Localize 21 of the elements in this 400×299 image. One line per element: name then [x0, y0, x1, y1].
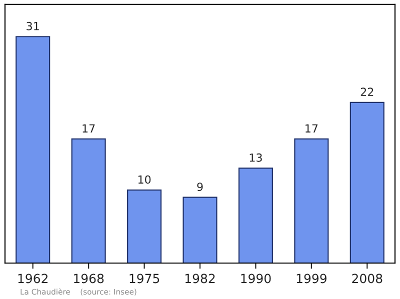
x-tick-label: 1982 — [185, 274, 215, 284]
x-tick-label: 1968 — [74, 274, 104, 284]
x-tick-label: 1999 — [296, 274, 326, 284]
data-label: 13 — [250, 153, 262, 162]
bar — [16, 36, 50, 264]
bar — [127, 190, 162, 264]
bar — [294, 138, 329, 264]
x-tick-label: 1975 — [130, 274, 160, 284]
bar — [182, 196, 218, 264]
data-label: 17 — [82, 124, 95, 132]
bar — [71, 138, 106, 264]
data-label: 10 — [138, 175, 151, 184]
bar — [238, 168, 273, 264]
x-tick-label: 1962 — [18, 274, 48, 284]
data-label: 17 — [306, 124, 318, 132]
data-label: 22 — [360, 88, 374, 96]
data-label: 9 — [197, 182, 203, 192]
bar — [350, 102, 384, 264]
data-label: 31 — [26, 22, 39, 30]
x-tick-label: 2008 — [352, 274, 382, 284]
x-tick-label: 1990 — [241, 274, 271, 284]
